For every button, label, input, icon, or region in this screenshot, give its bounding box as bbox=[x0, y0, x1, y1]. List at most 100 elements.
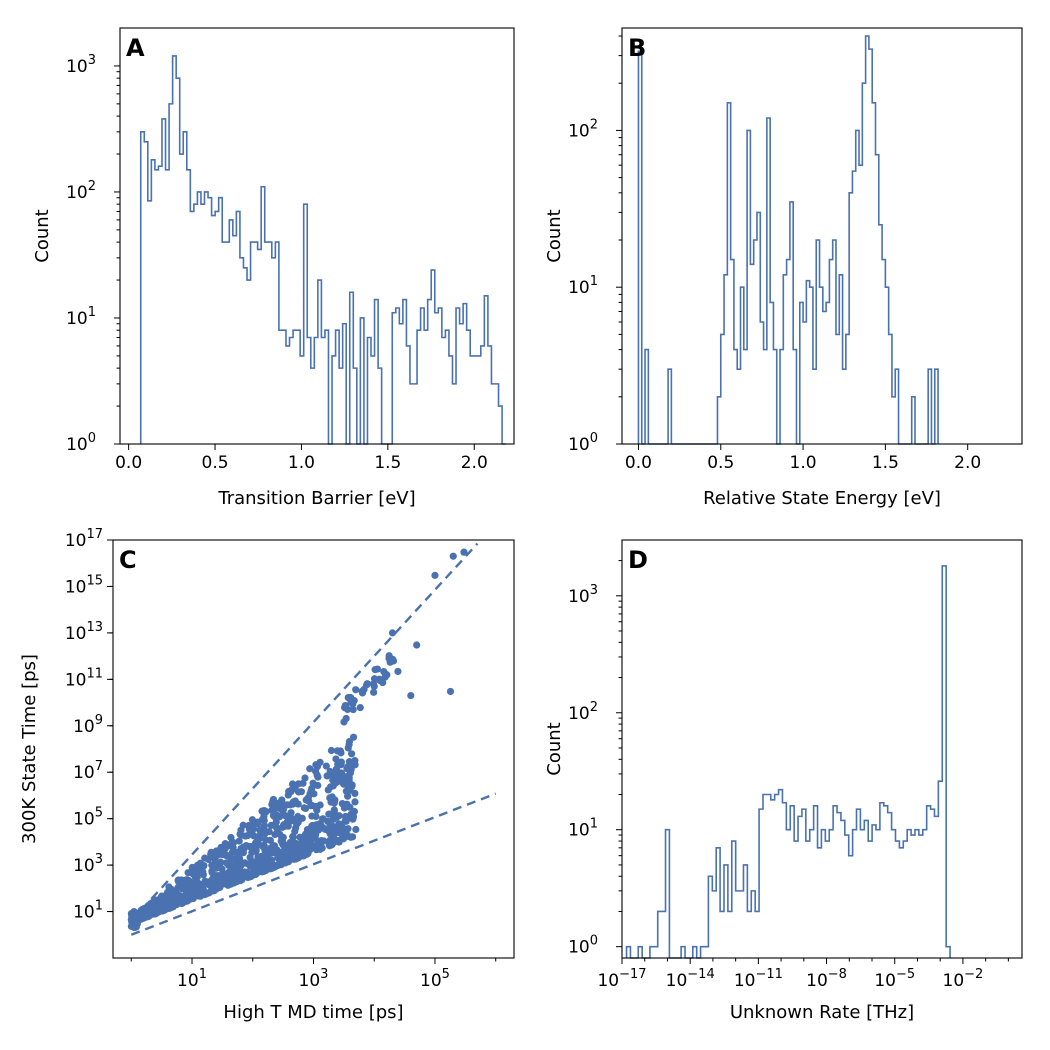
scatter-point bbox=[460, 548, 468, 556]
scatter-point bbox=[299, 852, 308, 860]
scatter-point bbox=[215, 862, 223, 870]
scatter-point bbox=[196, 859, 205, 867]
scatter-point bbox=[249, 821, 257, 830]
scatter-point bbox=[222, 851, 230, 860]
scatter-point bbox=[394, 667, 402, 676]
scatter-point bbox=[337, 761, 345, 769]
scatter-point bbox=[360, 685, 368, 693]
scatter-point bbox=[449, 552, 457, 560]
scatter-point bbox=[298, 836, 306, 845]
scatter-point bbox=[251, 858, 259, 866]
y-axis-label: 300K State Time [ps] bbox=[19, 654, 40, 844]
scatter-point bbox=[274, 824, 282, 833]
scatter-point bbox=[285, 814, 293, 822]
scatter-point bbox=[216, 883, 224, 891]
panel-c: 101 103 105 107 109 1011 1013 1015 1017 101 103 105… bbox=[19, 527, 515, 1023]
x-tick-label: 105 bbox=[420, 967, 450, 991]
scatter-point bbox=[328, 840, 336, 848]
scatter-point bbox=[260, 806, 268, 815]
y-tick-label: 105 bbox=[73, 806, 103, 830]
scatter-point bbox=[370, 682, 378, 690]
scatter-point bbox=[252, 847, 260, 855]
scatter-point bbox=[301, 804, 310, 813]
scatter-point bbox=[157, 893, 165, 901]
panel-letter: B bbox=[628, 34, 646, 62]
x-tick-label: 2.0 bbox=[461, 453, 488, 473]
scatter-point bbox=[225, 880, 233, 888]
scatter-point bbox=[320, 837, 328, 845]
scatter-point bbox=[312, 812, 320, 821]
scatter-point bbox=[228, 839, 236, 847]
scatter-point bbox=[254, 837, 262, 845]
panel-letter: D bbox=[628, 546, 648, 574]
y-tick-label: 109 bbox=[73, 713, 103, 737]
y-tick-label: 101 bbox=[73, 899, 103, 923]
scatter-point bbox=[446, 687, 455, 696]
scatter-point bbox=[234, 870, 242, 878]
scatter-point bbox=[197, 890, 205, 898]
scatter-point bbox=[332, 766, 340, 774]
scatter-point bbox=[338, 770, 346, 778]
scatter-point bbox=[220, 844, 228, 852]
scatter-point bbox=[373, 665, 382, 673]
scatter-point bbox=[165, 883, 173, 891]
y-tick-label: 102 bbox=[568, 117, 598, 141]
scatter-point bbox=[370, 688, 378, 696]
scatter-point bbox=[379, 678, 387, 687]
scatter-point bbox=[351, 789, 359, 798]
y-tick-label: 101 bbox=[66, 305, 96, 329]
scatter-point bbox=[130, 908, 138, 916]
scatter-point bbox=[347, 765, 355, 774]
scatter-point bbox=[312, 844, 320, 852]
histogram-step-line bbox=[139, 55, 506, 445]
scatter-point bbox=[153, 907, 161, 915]
scatter-point bbox=[332, 755, 340, 763]
scatter-point bbox=[284, 858, 292, 866]
x-tick-label: 0.0 bbox=[115, 453, 142, 473]
scatter-point bbox=[407, 691, 415, 700]
y-tick-label: 101 bbox=[568, 817, 598, 841]
scatter-point bbox=[144, 908, 152, 917]
scatter-point bbox=[370, 675, 379, 683]
scatter-point bbox=[351, 798, 359, 806]
x-tick-label: 1.0 bbox=[288, 453, 315, 473]
scatter-point bbox=[348, 750, 356, 758]
scatter-point bbox=[246, 873, 254, 881]
scatter-point bbox=[344, 744, 352, 752]
scatter-point bbox=[345, 758, 354, 766]
scatter-point bbox=[190, 894, 198, 902]
scatter-point bbox=[278, 837, 287, 846]
scatter-point bbox=[162, 901, 170, 909]
axes-frame bbox=[119, 27, 515, 445]
scatter-point bbox=[356, 703, 364, 712]
scatter-point bbox=[318, 844, 326, 852]
scatter-point bbox=[290, 841, 299, 849]
scatter-point bbox=[313, 771, 321, 779]
scatter-point bbox=[225, 861, 233, 870]
scatter-point bbox=[239, 821, 247, 829]
y-axis-label: Count bbox=[544, 209, 565, 262]
panel-letter: A bbox=[126, 34, 145, 62]
scatter-point bbox=[178, 894, 186, 903]
scatter-point bbox=[328, 793, 336, 801]
x-tick-label: 101 bbox=[177, 967, 207, 991]
scatter-point bbox=[210, 887, 218, 895]
y-tick-label: 1015 bbox=[65, 573, 103, 597]
scatter-point bbox=[291, 797, 299, 805]
scatter-point bbox=[198, 881, 206, 889]
scatter-point bbox=[340, 775, 348, 784]
y-tick-label: 101 bbox=[568, 274, 598, 298]
y-tick-label: 103 bbox=[73, 852, 103, 876]
scatter-point bbox=[237, 844, 245, 853]
y-tick-label: 1017 bbox=[65, 527, 103, 551]
x-axis-label: Transition Barrier [eV] bbox=[217, 488, 415, 509]
scatter-point bbox=[268, 856, 276, 864]
scatter-point bbox=[330, 799, 338, 807]
scatter-point bbox=[294, 847, 303, 856]
scatter-point bbox=[224, 872, 232, 880]
histogram-step-line bbox=[637, 35, 939, 445]
scatter-point bbox=[212, 847, 221, 855]
scatter-point bbox=[341, 704, 349, 712]
scatter-point bbox=[260, 867, 268, 876]
scatter-point bbox=[274, 861, 282, 870]
